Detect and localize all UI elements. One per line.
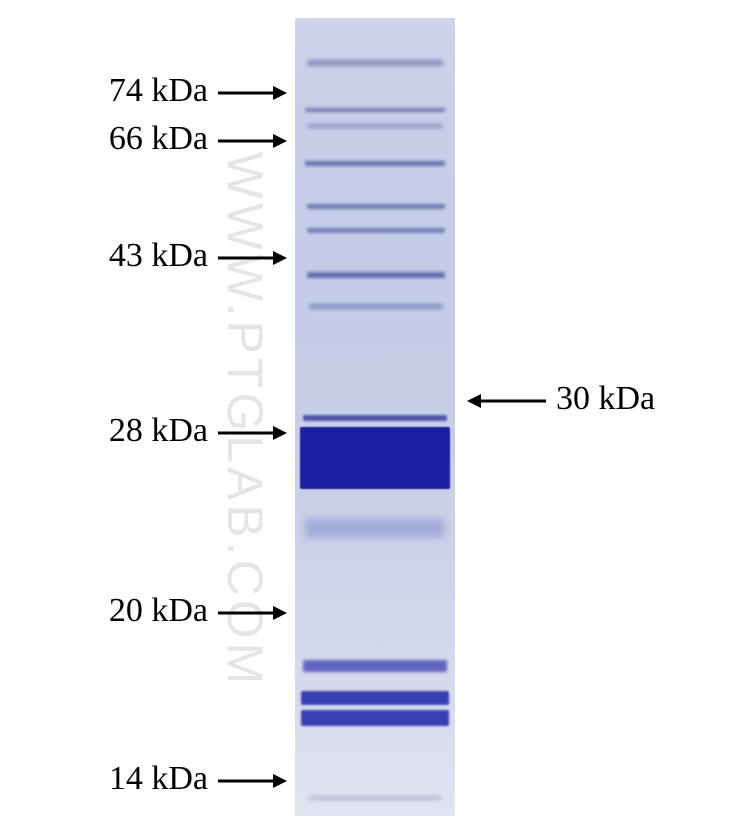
band-main-28 bbox=[300, 427, 450, 489]
marker-label-left-1: 66 kDa bbox=[109, 120, 208, 158]
band-band-20-up bbox=[303, 660, 447, 672]
band-below-43 bbox=[309, 304, 443, 309]
band-below-74 bbox=[307, 124, 443, 128]
marker-label-left-2: 43 kDa bbox=[109, 237, 208, 275]
band-mw-14 bbox=[309, 796, 441, 800]
marker-label-left-5: 14 kDa bbox=[109, 760, 208, 798]
marker-arrow-left-0 bbox=[218, 92, 286, 93]
band-mw-74 bbox=[305, 108, 445, 112]
band-band-17-b bbox=[301, 710, 449, 726]
band-band-17-a bbox=[301, 691, 449, 705]
band-top-smear-1 bbox=[307, 60, 443, 66]
marker-arrow-left-1 bbox=[218, 140, 286, 141]
marker-arrow-left-2 bbox=[218, 257, 286, 258]
marker-arrow-right-0 bbox=[468, 400, 546, 401]
marker-label-right-0: 30 kDa bbox=[556, 380, 655, 418]
band-mw-66 bbox=[305, 161, 445, 166]
marker-arrow-left-4 bbox=[218, 612, 286, 613]
marker-label-left-0: 74 kDa bbox=[109, 72, 208, 110]
band-mw-43 bbox=[307, 272, 445, 278]
watermark-text: WWW.PTGLAB.COM bbox=[217, 152, 273, 689]
band-btw-66-43-a bbox=[307, 204, 445, 209]
marker-arrow-left-5 bbox=[218, 780, 286, 781]
band-btw-66-43-b bbox=[307, 228, 445, 233]
marker-label-left-3: 28 kDa bbox=[109, 412, 208, 450]
marker-arrow-left-3 bbox=[218, 432, 286, 433]
watermark: WWW.PTGLAB.COM bbox=[216, 152, 274, 689]
marker-label-left-4: 20 kDa bbox=[109, 592, 208, 630]
band-thin-30-a bbox=[303, 415, 447, 421]
band-diffuse-below bbox=[305, 518, 445, 538]
